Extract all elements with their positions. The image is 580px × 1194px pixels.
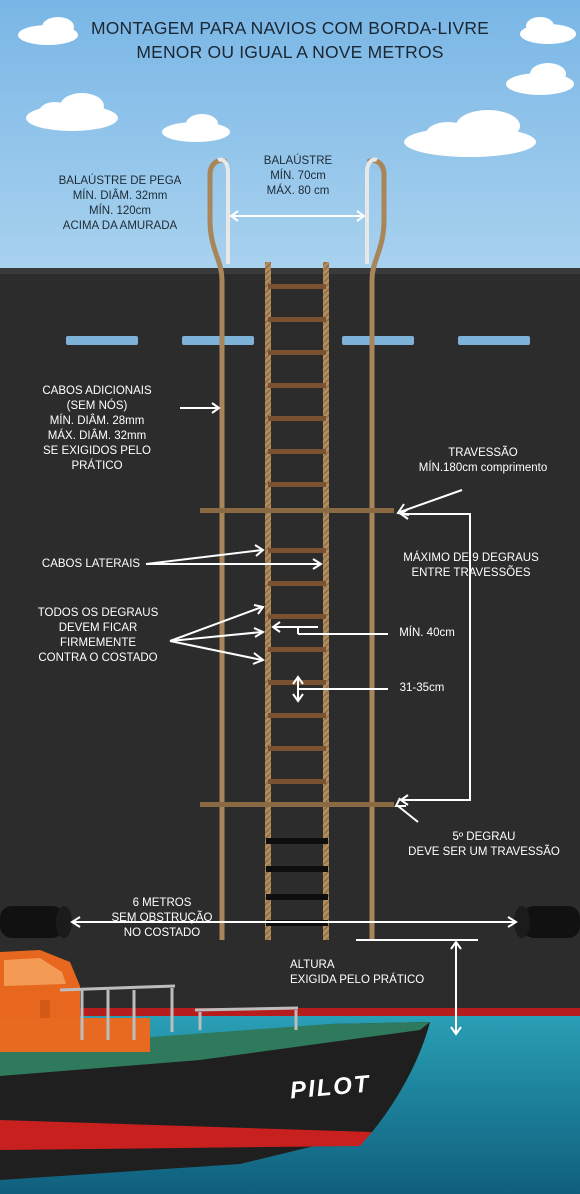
label-line: DEVE SER UM TRAVESSÃO	[408, 846, 560, 858]
label-spreader: TRAVESSÃO MÍN.180cm comprimento	[398, 446, 568, 476]
label-line: MÁXIMO DE 9 DEGRAUS	[403, 552, 539, 564]
label-max-steps: MÁXIMO DE 9 DEGRAUS ENTRE TRAVESSÕES	[396, 551, 546, 581]
label-line: BALAÚSTRE DE PEGA	[58, 175, 182, 187]
side-rope	[265, 262, 271, 940]
ladder-step	[268, 350, 326, 355]
label-line: MÍN.180cm comprimento	[418, 462, 548, 474]
label-line: ENTRE TRAVESSÕES	[411, 567, 531, 579]
label-line: ALTURA	[290, 959, 335, 971]
ladder-side-ropes	[265, 262, 329, 940]
label-line: 31-35cm	[399, 682, 445, 694]
label-line: TRAVESSÃO	[448, 447, 518, 459]
label-line: EXIGIDA PELO PRÁTICO	[290, 974, 425, 986]
ladder-step	[268, 317, 326, 322]
ladder-step	[268, 647, 326, 652]
cloud-icon	[18, 17, 78, 45]
pilot-boat	[0, 950, 430, 1180]
label-line: PRÁTICO	[71, 460, 123, 472]
ladder-step	[268, 449, 326, 454]
ladder-step	[268, 284, 326, 289]
cloud-icon	[520, 17, 576, 44]
ladder-step	[268, 416, 326, 421]
ladder-step	[268, 614, 326, 619]
rubber-step	[266, 894, 328, 900]
ladder-step	[268, 581, 326, 586]
rubber-step	[266, 838, 328, 844]
label-line: MÁX. 80 cm	[266, 185, 330, 197]
handhold-stanchion-left	[217, 157, 230, 264]
label-line: BALAÚSTRE	[263, 155, 333, 167]
annotation-arrows	[70, 210, 518, 1036]
label-line: MÍN. 40cm	[399, 627, 455, 639]
ladder-step	[268, 713, 326, 718]
label-line: CABOS LATERAIS	[41, 558, 141, 570]
label-line: FIRMEMENTE	[59, 637, 137, 649]
label-line: CABOS ADICIONAIS	[42, 385, 152, 397]
label-unobstructed: 6 METROS SEM OBSTRUÇÃO NO COSTADO	[100, 896, 224, 941]
label-line: (SEM NÓS)	[66, 400, 128, 412]
label-fifth-step: 5º DEGRAU DEVE SER UM TRAVESSÃO	[404, 830, 564, 860]
label-line: NO COSTADO	[123, 927, 201, 939]
label-line: MÁX. DIÂM. 32mm	[47, 430, 147, 442]
handhold-stanchion-right	[365, 157, 378, 264]
label-line: 5º DEGRAU	[452, 831, 516, 843]
ship-rail	[0, 268, 580, 274]
label-step-spacing: 31-35cm	[390, 681, 454, 696]
side-rope	[323, 262, 329, 940]
ladder-step	[268, 746, 326, 751]
boat-railing	[59, 984, 299, 1040]
label-additional-ropes: CABOS ADICIONAIS (SEM NÓS) MÍN. DIÂM. 28…	[22, 384, 172, 474]
label-line: 6 METROS	[132, 897, 192, 909]
boat-deckhouse	[0, 1018, 150, 1052]
label-line: ACIMA DA AMURADA	[62, 220, 178, 232]
label-line: DEVEM FICAR	[58, 622, 138, 634]
label-line: TODOS OS DEGRAUS	[37, 607, 159, 619]
spreader	[200, 802, 394, 807]
label-steps-firm: TODOS OS DEGRAUS DEVEM FICAR FIRMEMENTE …	[28, 606, 168, 666]
spreader	[200, 508, 394, 513]
ladder-step	[268, 482, 326, 487]
label-line: MÍN. 120cm	[89, 205, 151, 217]
rubber-step	[266, 866, 328, 872]
label-side-ropes: CABOS LATERAIS	[36, 557, 146, 572]
cloud-icon	[404, 110, 536, 157]
ship-windows	[66, 336, 530, 345]
label-line: MÍN. DIÂM. 32mm	[72, 190, 168, 202]
page-title-line-2: MENOR OU IGUAL A NOVE METROS	[136, 42, 444, 62]
label-line: SE EXIGIDOS PELO	[42, 445, 151, 457]
label-stanchion-spacing: BALAÚSTRE MÍN. 70cm MÁX. 80 cm	[236, 154, 360, 199]
ship-hull	[0, 272, 580, 1012]
hull-fenders	[0, 906, 580, 938]
ladder-step	[268, 548, 326, 553]
page-title-line-1: MONTAGEM PARA NAVIOS COM BORDA-LIVRE	[90, 18, 490, 38]
label-line: SEM OBSTRUÇÃO	[111, 912, 213, 924]
label-handhold-stanchion: BALAÚSTRE DE PEGA MÍN. DIÂM. 32mm MÍN. 1…	[36, 174, 204, 234]
label-min-width: MÍN. 40cm	[390, 626, 464, 641]
hull-waterline	[0, 1008, 580, 1016]
cloud-icon	[506, 63, 574, 95]
ladder-step	[268, 383, 326, 388]
label-line: MÍN. 70cm	[270, 170, 326, 182]
label-line: MÍN. DIÂM. 28mm	[49, 415, 145, 427]
label-height: ALTURA EXIGIDA PELO PRÁTICO	[290, 958, 450, 988]
ladder-step	[268, 779, 326, 784]
cloud-icon	[26, 93, 118, 131]
cloud-icon	[162, 114, 230, 142]
label-line: CONTRA O COSTADO	[38, 652, 158, 664]
